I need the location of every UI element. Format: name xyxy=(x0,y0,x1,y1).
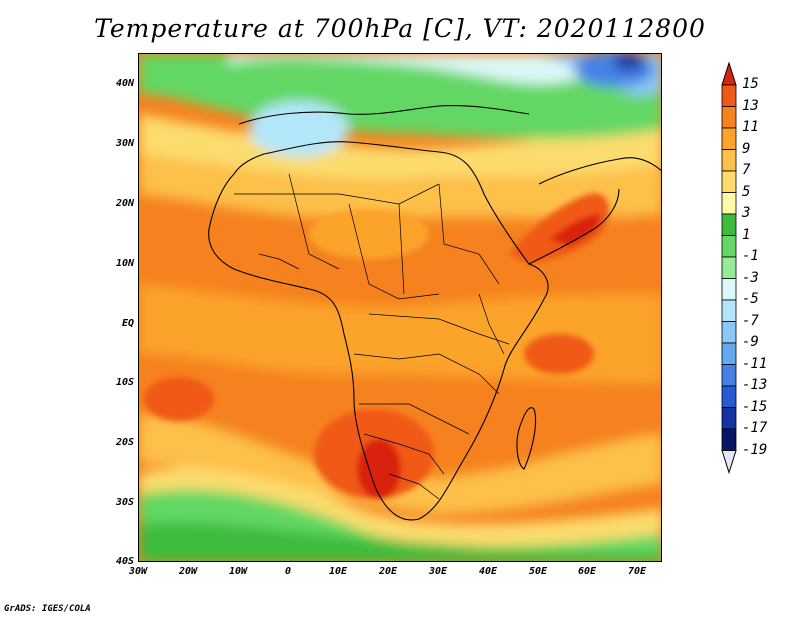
colorbar-label: -5 xyxy=(742,291,759,307)
temperature-field xyxy=(139,54,661,561)
lat-label-40s: 40S xyxy=(115,556,134,567)
lat-label-20s: 20S xyxy=(115,437,134,448)
country-borders xyxy=(234,173,510,500)
lat-label-20n: 20N xyxy=(115,198,134,209)
lon-label-50e: 50E xyxy=(528,566,548,577)
colorbar-box xyxy=(721,149,737,172)
lon-label-20e: 20E xyxy=(378,566,398,577)
colorbar-label: 11 xyxy=(742,119,759,135)
colorbar-label: 13 xyxy=(742,97,759,114)
lon-label-20w: 20W xyxy=(178,566,198,577)
colorbar-box xyxy=(721,127,737,150)
colorbar-box xyxy=(721,428,737,451)
lat-label-40n: 40N xyxy=(115,78,134,89)
coastlines xyxy=(208,105,661,521)
colorbar-label: 5 xyxy=(742,183,751,200)
lon-label-10e: 10E xyxy=(328,566,348,577)
colorbar-box xyxy=(721,213,737,236)
colorbar-box xyxy=(721,256,737,279)
colorbar-label: -11 xyxy=(742,355,768,372)
colorbar-label: 15 xyxy=(742,76,759,92)
colorbar-box xyxy=(721,235,737,258)
temperature-map xyxy=(138,53,662,562)
map-plot xyxy=(139,54,661,561)
colorbar-box xyxy=(721,299,737,322)
colorbar-box xyxy=(721,342,737,365)
colorbar-label: -15 xyxy=(742,398,768,415)
colorbar-label: -7 xyxy=(742,312,759,329)
lon-label-30w: 30W xyxy=(128,566,148,577)
colorbar-label: -17 xyxy=(742,420,768,436)
colorbar-label: -13 xyxy=(742,377,768,393)
colorbar-box xyxy=(721,106,737,129)
lon-label-60e: 60E xyxy=(577,566,597,577)
grads-credit: GrADS: IGES/COLA xyxy=(4,604,91,614)
lat-label-30s: 30S xyxy=(115,497,134,508)
colorbar-label: -19 xyxy=(742,441,768,458)
lon-label-30e: 30E xyxy=(428,566,448,577)
colorbar-box xyxy=(721,385,737,408)
colorbar-bottom-arrow xyxy=(721,450,737,475)
colorbar-label: 9 xyxy=(742,140,751,157)
colorbar-label: 7 xyxy=(742,162,751,178)
lat-label-10n: 10N xyxy=(115,258,134,269)
hot-spots xyxy=(144,193,609,499)
lat-label-eq: EQ xyxy=(121,318,134,329)
colorbar-box xyxy=(721,170,737,193)
lat-label-30n: 30N xyxy=(115,138,134,149)
lon-label-10w: 10W xyxy=(228,566,248,577)
lon-label-40e: 40E xyxy=(478,566,498,577)
colorbar-box xyxy=(721,278,737,301)
lon-label-70e: 70E xyxy=(627,566,647,577)
colorbar-box xyxy=(721,84,737,107)
colorbar-label: -1 xyxy=(742,248,759,264)
colorbar-top-arrow xyxy=(721,61,737,86)
lon-label-0: 0 xyxy=(284,566,292,577)
colorbar-box xyxy=(721,321,737,344)
lat-label-10s: 10S xyxy=(115,377,134,388)
colorbar-label: 3 xyxy=(742,205,751,221)
colorbar-label: 1 xyxy=(742,226,751,243)
colorbar-label: -3 xyxy=(742,269,759,286)
colorbar-box xyxy=(721,192,737,215)
colorbar-label: -9 xyxy=(742,334,759,350)
colorbar-box xyxy=(721,407,737,430)
chart-title: Temperature at 700hPa [C], VT: 202011280… xyxy=(94,14,706,43)
colorbar-box xyxy=(721,364,737,387)
